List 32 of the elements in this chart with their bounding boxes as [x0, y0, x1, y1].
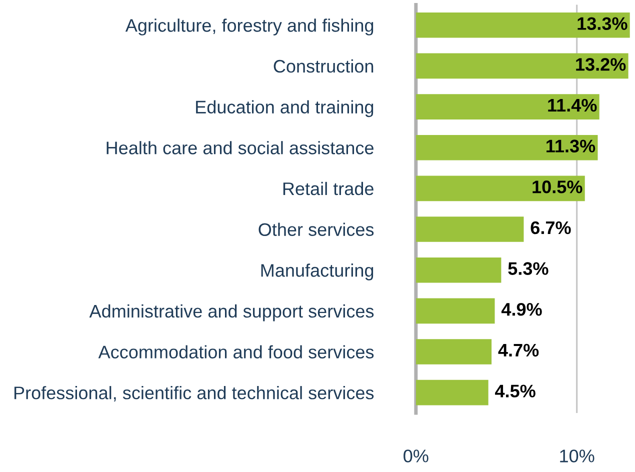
data-label: 4.7%	[498, 344, 539, 357]
data-label: 10.5%	[532, 180, 582, 194]
y-tick-label: Manufacturing	[261, 264, 374, 280]
x-tick-label: 10%	[560, 450, 594, 462]
y-tick-label: Construction	[274, 59, 374, 73]
y-tick-label: Agriculture, forestry and fishing	[125, 18, 374, 36]
bar	[416, 53, 628, 79]
y-tick-label: Professional, scientific and technical services	[14, 386, 374, 402]
bar	[416, 216, 524, 242]
x-tick-label: 0%	[404, 450, 428, 462]
y-tick-label: Other services	[258, 222, 374, 236]
data-label: 5.3%	[508, 262, 548, 275]
y-tick-label: Administrative and support services	[89, 304, 374, 322]
y-tick-label: Education and training	[196, 100, 374, 118]
data-label: 11.4%	[548, 98, 597, 112]
data-label: 11.3%	[546, 140, 596, 152]
bar	[416, 298, 495, 324]
data-label: 4.9%	[501, 302, 542, 316]
bar	[416, 380, 488, 406]
y-tick-label: Accommodation and food services	[98, 345, 374, 358]
bar	[416, 257, 502, 283]
data-label: 13.3%	[578, 17, 628, 30]
bar	[416, 12, 630, 38]
bar	[416, 94, 600, 120]
y-tick-label: Retail trade	[283, 182, 374, 196]
data-label: 6.7%	[530, 221, 571, 234]
bar	[416, 134, 598, 160]
bar	[416, 339, 492, 364]
y-tick-label: Health care and social assistance	[106, 141, 374, 154]
bar	[416, 176, 585, 202]
data-label: 4.5%	[495, 384, 536, 398]
data-label: 13.2%	[576, 58, 626, 71]
